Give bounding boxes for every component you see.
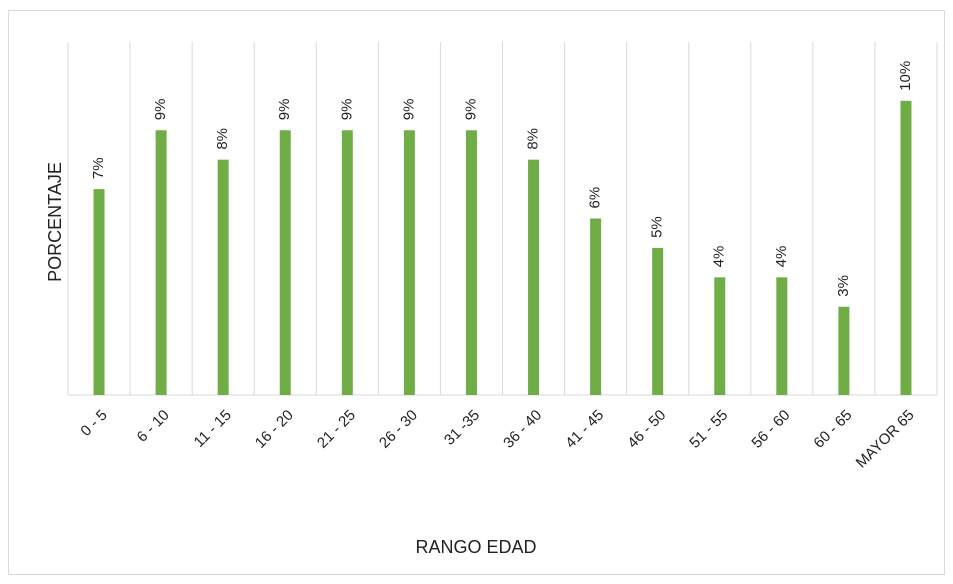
value-label: 8%: [525, 128, 542, 150]
bar: [217, 159, 229, 395]
bar: [652, 247, 664, 395]
bar: [155, 130, 167, 395]
value-label: 7%: [90, 157, 107, 179]
bar: [838, 306, 850, 395]
bar: [279, 130, 291, 395]
value-label: 4%: [773, 246, 790, 268]
value-label: 3%: [835, 275, 852, 297]
value-label: 9%: [152, 99, 169, 121]
value-label: 9%: [276, 99, 293, 121]
y-axis-title: PORCENTAJE: [45, 162, 65, 282]
value-label: 9%: [400, 99, 417, 121]
bar: [714, 277, 726, 395]
bar: [341, 130, 353, 395]
bar: [776, 277, 788, 395]
bar: [93, 189, 105, 395]
value-label: 8%: [214, 128, 231, 150]
value-label: 9%: [462, 99, 479, 121]
value-label: 4%: [711, 246, 728, 268]
bar: [403, 130, 415, 395]
bar: [590, 218, 602, 395]
bar: [465, 130, 477, 395]
bar: [900, 100, 912, 395]
value-label: 10%: [897, 61, 914, 91]
x-axis-title: RANGO EDAD: [415, 537, 536, 557]
value-label: 6%: [587, 187, 604, 209]
value-label: 5%: [649, 216, 666, 238]
bar: [528, 159, 540, 395]
value-label: 9%: [338, 99, 355, 121]
